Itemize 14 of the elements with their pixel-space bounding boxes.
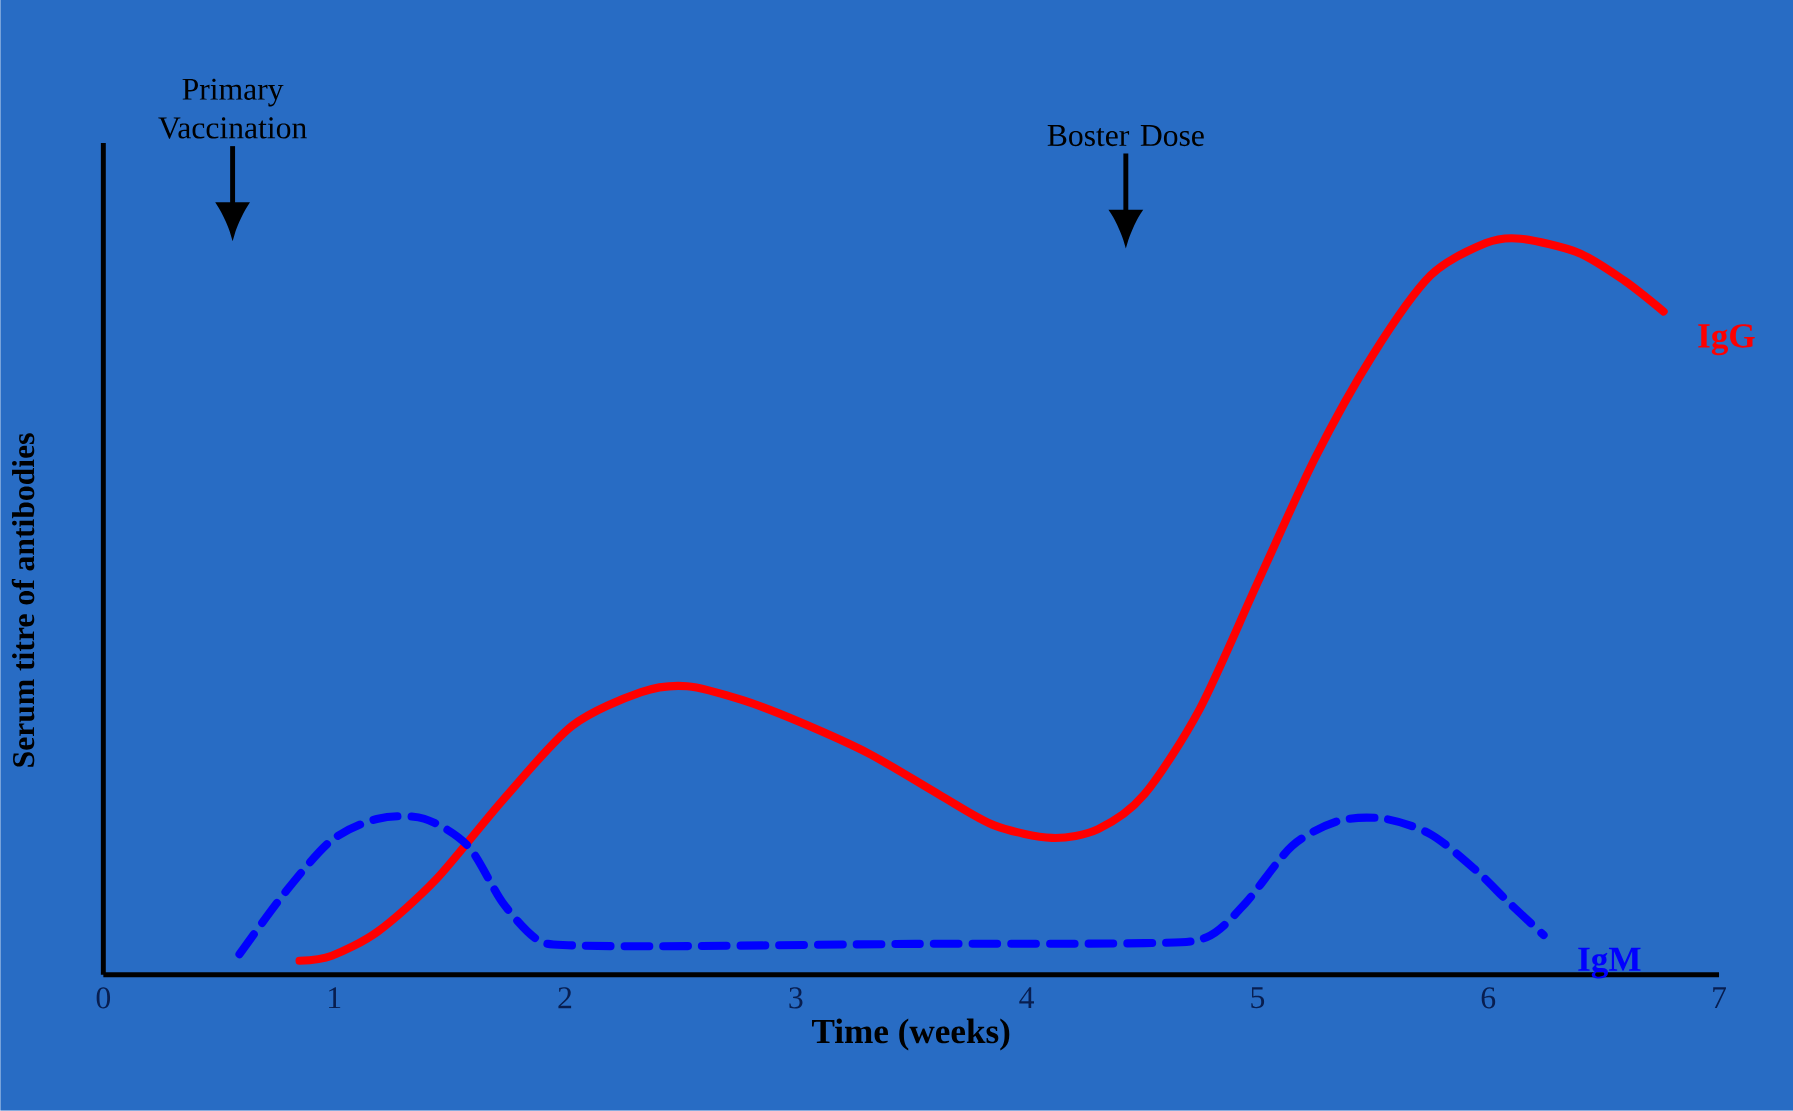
x-tick-label: 6 xyxy=(1481,987,1496,1009)
x-tick-label: 5 xyxy=(1251,987,1265,1009)
series-label: IgG xyxy=(1698,324,1755,356)
x-axis-title: Time (weeks) xyxy=(812,1018,1010,1051)
x-tick-label: 7 xyxy=(1713,987,1726,1009)
x-tick-label: 2 xyxy=(558,987,572,1009)
x-tick-label: 1 xyxy=(329,987,341,1009)
y-axis-title: Serum titre of antibodies xyxy=(11,433,35,767)
x-tick-label: 3 xyxy=(789,987,803,1009)
text: Primary Vaccination xyxy=(158,78,307,139)
x-tick-label: 4 xyxy=(1019,987,1034,1009)
text: Boster Dose xyxy=(1047,125,1204,147)
series-label: IgM xyxy=(1578,947,1641,979)
x-tick-label: 0 xyxy=(96,987,111,1009)
